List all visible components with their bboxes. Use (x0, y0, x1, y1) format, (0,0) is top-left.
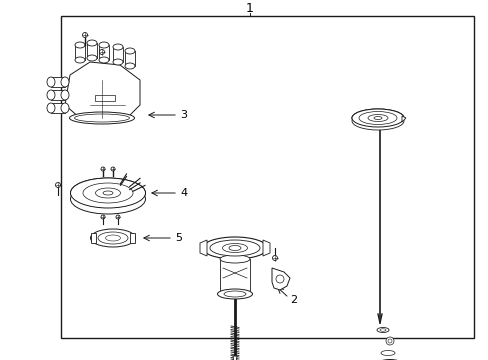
Bar (87, 43, 97, 58)
Ellipse shape (87, 55, 97, 61)
Ellipse shape (61, 77, 69, 87)
Bar (51, 90, 65, 100)
Circle shape (82, 32, 87, 37)
Ellipse shape (228, 246, 241, 251)
Bar (95, 95, 115, 101)
Ellipse shape (61, 103, 69, 113)
Ellipse shape (47, 77, 55, 87)
Ellipse shape (220, 255, 249, 263)
Bar (220, 259, 249, 294)
Ellipse shape (99, 42, 109, 48)
Polygon shape (263, 240, 269, 256)
Circle shape (99, 49, 104, 54)
Ellipse shape (351, 112, 403, 130)
Bar (99, 45, 109, 60)
Ellipse shape (113, 44, 123, 50)
Text: 1: 1 (245, 1, 253, 14)
Ellipse shape (202, 237, 267, 259)
Circle shape (101, 215, 105, 219)
Circle shape (55, 183, 61, 188)
Bar (113, 47, 123, 62)
Ellipse shape (217, 289, 252, 299)
Bar (51, 77, 65, 87)
Ellipse shape (70, 178, 145, 208)
Bar (125, 51, 135, 66)
Ellipse shape (75, 42, 85, 48)
Bar (61, 16, 473, 338)
Ellipse shape (220, 290, 249, 298)
Bar (91, 233, 96, 243)
Bar (51, 103, 65, 113)
Ellipse shape (61, 90, 69, 100)
Ellipse shape (90, 229, 135, 247)
Polygon shape (271, 268, 289, 290)
Ellipse shape (125, 48, 135, 54)
Circle shape (101, 167, 105, 171)
Polygon shape (232, 356, 237, 360)
Ellipse shape (69, 112, 134, 124)
Ellipse shape (351, 109, 403, 127)
Text: 4: 4 (180, 188, 187, 198)
Text: 2: 2 (289, 295, 297, 305)
Ellipse shape (99, 57, 109, 63)
Ellipse shape (113, 59, 123, 65)
Circle shape (116, 215, 120, 219)
Ellipse shape (376, 328, 388, 333)
Ellipse shape (87, 40, 97, 46)
Polygon shape (401, 116, 405, 122)
Polygon shape (65, 62, 140, 122)
Ellipse shape (47, 90, 55, 100)
Circle shape (385, 337, 393, 345)
Bar (130, 233, 135, 243)
Bar (75, 45, 85, 60)
Ellipse shape (373, 117, 381, 120)
Ellipse shape (70, 184, 145, 214)
Polygon shape (200, 240, 206, 256)
Ellipse shape (70, 178, 145, 208)
Ellipse shape (125, 63, 135, 69)
Ellipse shape (47, 103, 55, 113)
Circle shape (272, 256, 277, 261)
Ellipse shape (209, 240, 260, 256)
Ellipse shape (380, 351, 394, 356)
Ellipse shape (351, 109, 403, 127)
Text: 5: 5 (175, 233, 182, 243)
Text: 3: 3 (180, 110, 186, 120)
Circle shape (111, 167, 115, 171)
Ellipse shape (75, 57, 85, 63)
